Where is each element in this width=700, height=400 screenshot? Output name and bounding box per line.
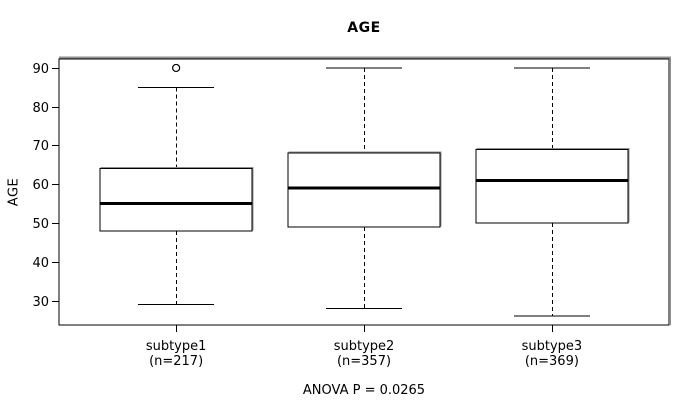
iqr-box	[287, 152, 441, 228]
x-axis-label-subtype3: subtype3 (n=369)	[452, 339, 652, 369]
y-tick-label: 80	[32, 101, 49, 116]
category-count: (n=369)	[524, 353, 579, 369]
y-tick-label: 50	[32, 217, 49, 232]
boxplot-subtype1	[99, 63, 254, 332]
category-name: subtype1	[145, 339, 207, 354]
category-name: subtype2	[333, 339, 395, 354]
y-tick-label: 70	[32, 139, 49, 154]
iqr-box	[475, 148, 629, 224]
boxplot-subtype3	[475, 67, 630, 332]
outlier-point	[172, 63, 181, 73]
y-tick-label: 40	[32, 256, 49, 271]
anova-p-footnote: ANOVA P = 0.0265	[302, 383, 426, 398]
x-axis-label-subtype2: subtype2 (n=357)	[264, 339, 464, 369]
category-name: subtype3	[521, 339, 583, 354]
category-count: (n=217)	[149, 353, 204, 369]
y-tick-label: 30	[32, 295, 49, 310]
y-tick-label: 90	[32, 62, 49, 77]
iqr-box	[99, 168, 253, 232]
boxplot-subtype2	[287, 67, 442, 332]
chart-title: AGE	[347, 20, 381, 36]
x-axis-label-subtype1: subtype1 (n=217)	[76, 339, 276, 369]
category-count: (n=357)	[336, 353, 392, 369]
y-tick-label: 60	[32, 178, 49, 193]
